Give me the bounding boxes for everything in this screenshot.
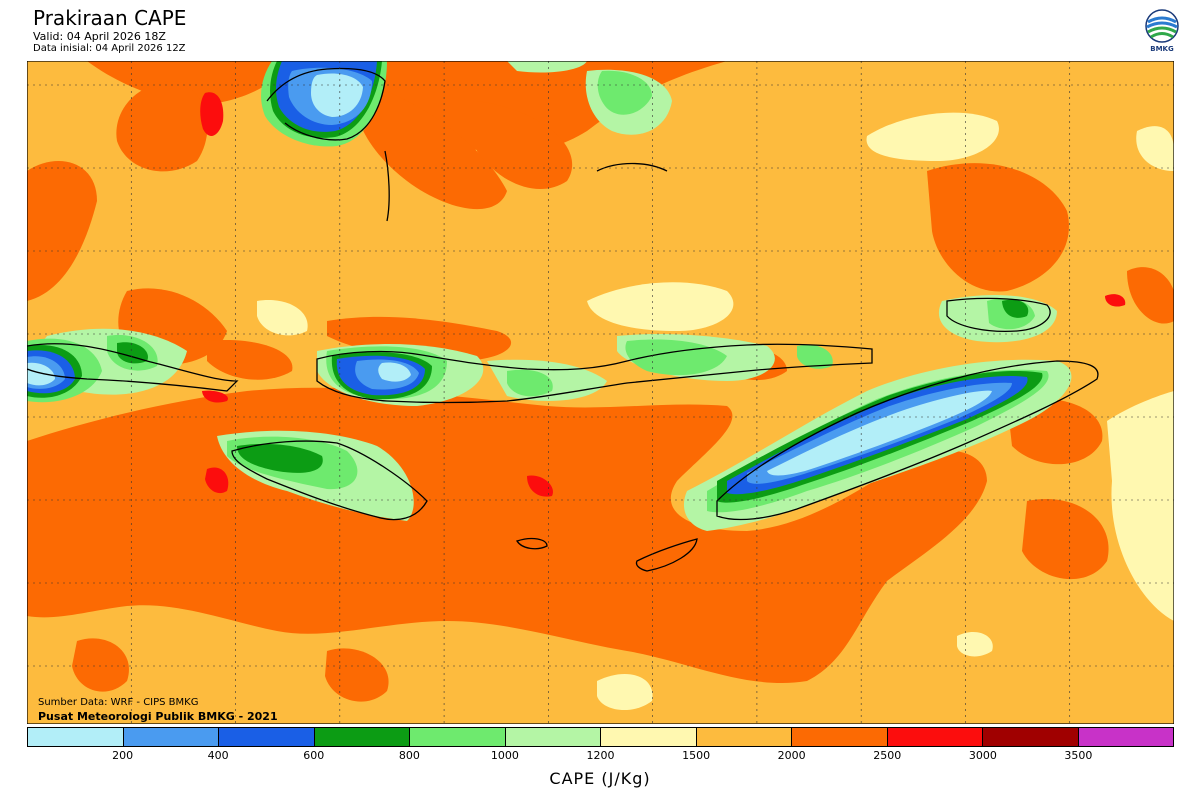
colorbar-label: 2500: [873, 749, 902, 762]
colorbar-swatch: [887, 728, 983, 746]
valid-time: Valid: 04 April 2026 18Z: [33, 30, 166, 43]
cape-layer-1200: [257, 112, 1174, 711]
source-note: Sumber Data: WRF - CIPS BMKG: [38, 697, 199, 708]
colorbar-swatch: [983, 728, 1079, 746]
colorbar-label: 3500: [1064, 749, 1093, 762]
org-note: Pusat Meteorologi Publik BMKG - 2021: [38, 710, 278, 723]
colorbar-label: 400: [207, 749, 229, 762]
colorbar-swatch: [123, 728, 219, 746]
sawu-coast: [516, 537, 548, 550]
gridlines: [27, 61, 1174, 724]
colorbar-swatch: [219, 728, 315, 746]
colorbar-swatch: [505, 728, 601, 746]
colorbar-label: 1000: [490, 749, 519, 762]
colorbar-swatch: [792, 728, 888, 746]
colorbar-label: 200: [112, 749, 134, 762]
colorbar-swatch: [1078, 728, 1173, 746]
lombok-sumbawa-coast: [27, 343, 239, 392]
initial-time: Data inisial: 04 April 2026 12Z: [33, 43, 186, 54]
bmkg-logo: BMKG: [1142, 8, 1182, 58]
colorbar-swatch: [314, 728, 410, 746]
colorbar-label: 3000: [968, 749, 997, 762]
flores-chain-coast: [316, 343, 873, 404]
selayar-coast: [384, 150, 390, 222]
cape-map: 117E118E119E120E121E122E123E124E125E126E…: [27, 61, 1174, 724]
wetar-coast: [946, 297, 1051, 333]
coastlines: [27, 67, 1099, 572]
logo-text: BMKG: [1150, 45, 1174, 53]
colorbar-swatch: [601, 728, 697, 746]
sumba-coast: [231, 440, 428, 521]
colorbar-unit: CAPE (J/Kg): [549, 769, 651, 788]
rote-coast: [635, 538, 698, 572]
colorbar: [27, 727, 1174, 747]
flores-sea-coast: [596, 162, 668, 172]
colorbar-swatch: [696, 728, 792, 746]
colorbar-label: 1200: [586, 749, 615, 762]
colorbar-label: 1500: [682, 749, 711, 762]
timor-coast: [716, 360, 1099, 521]
colorbar-swatch: [410, 728, 506, 746]
map-title: Prakiraan CAPE: [33, 6, 187, 30]
colorbar-label: 600: [303, 749, 325, 762]
colorbar-label: 800: [398, 749, 420, 762]
bmkg-logo-icon: [1145, 9, 1179, 43]
colorbar-swatch: [28, 728, 124, 746]
sulawesi-coast: [266, 67, 386, 141]
colorbar-label: 2000: [777, 749, 806, 762]
cape-layer-2500: [200, 92, 1126, 497]
colorbar-labels: 200 400 600 800 1000 1200 1500 2000 2500 3000 3500: [27, 749, 1174, 763]
cape-layer-0: [27, 73, 992, 476]
